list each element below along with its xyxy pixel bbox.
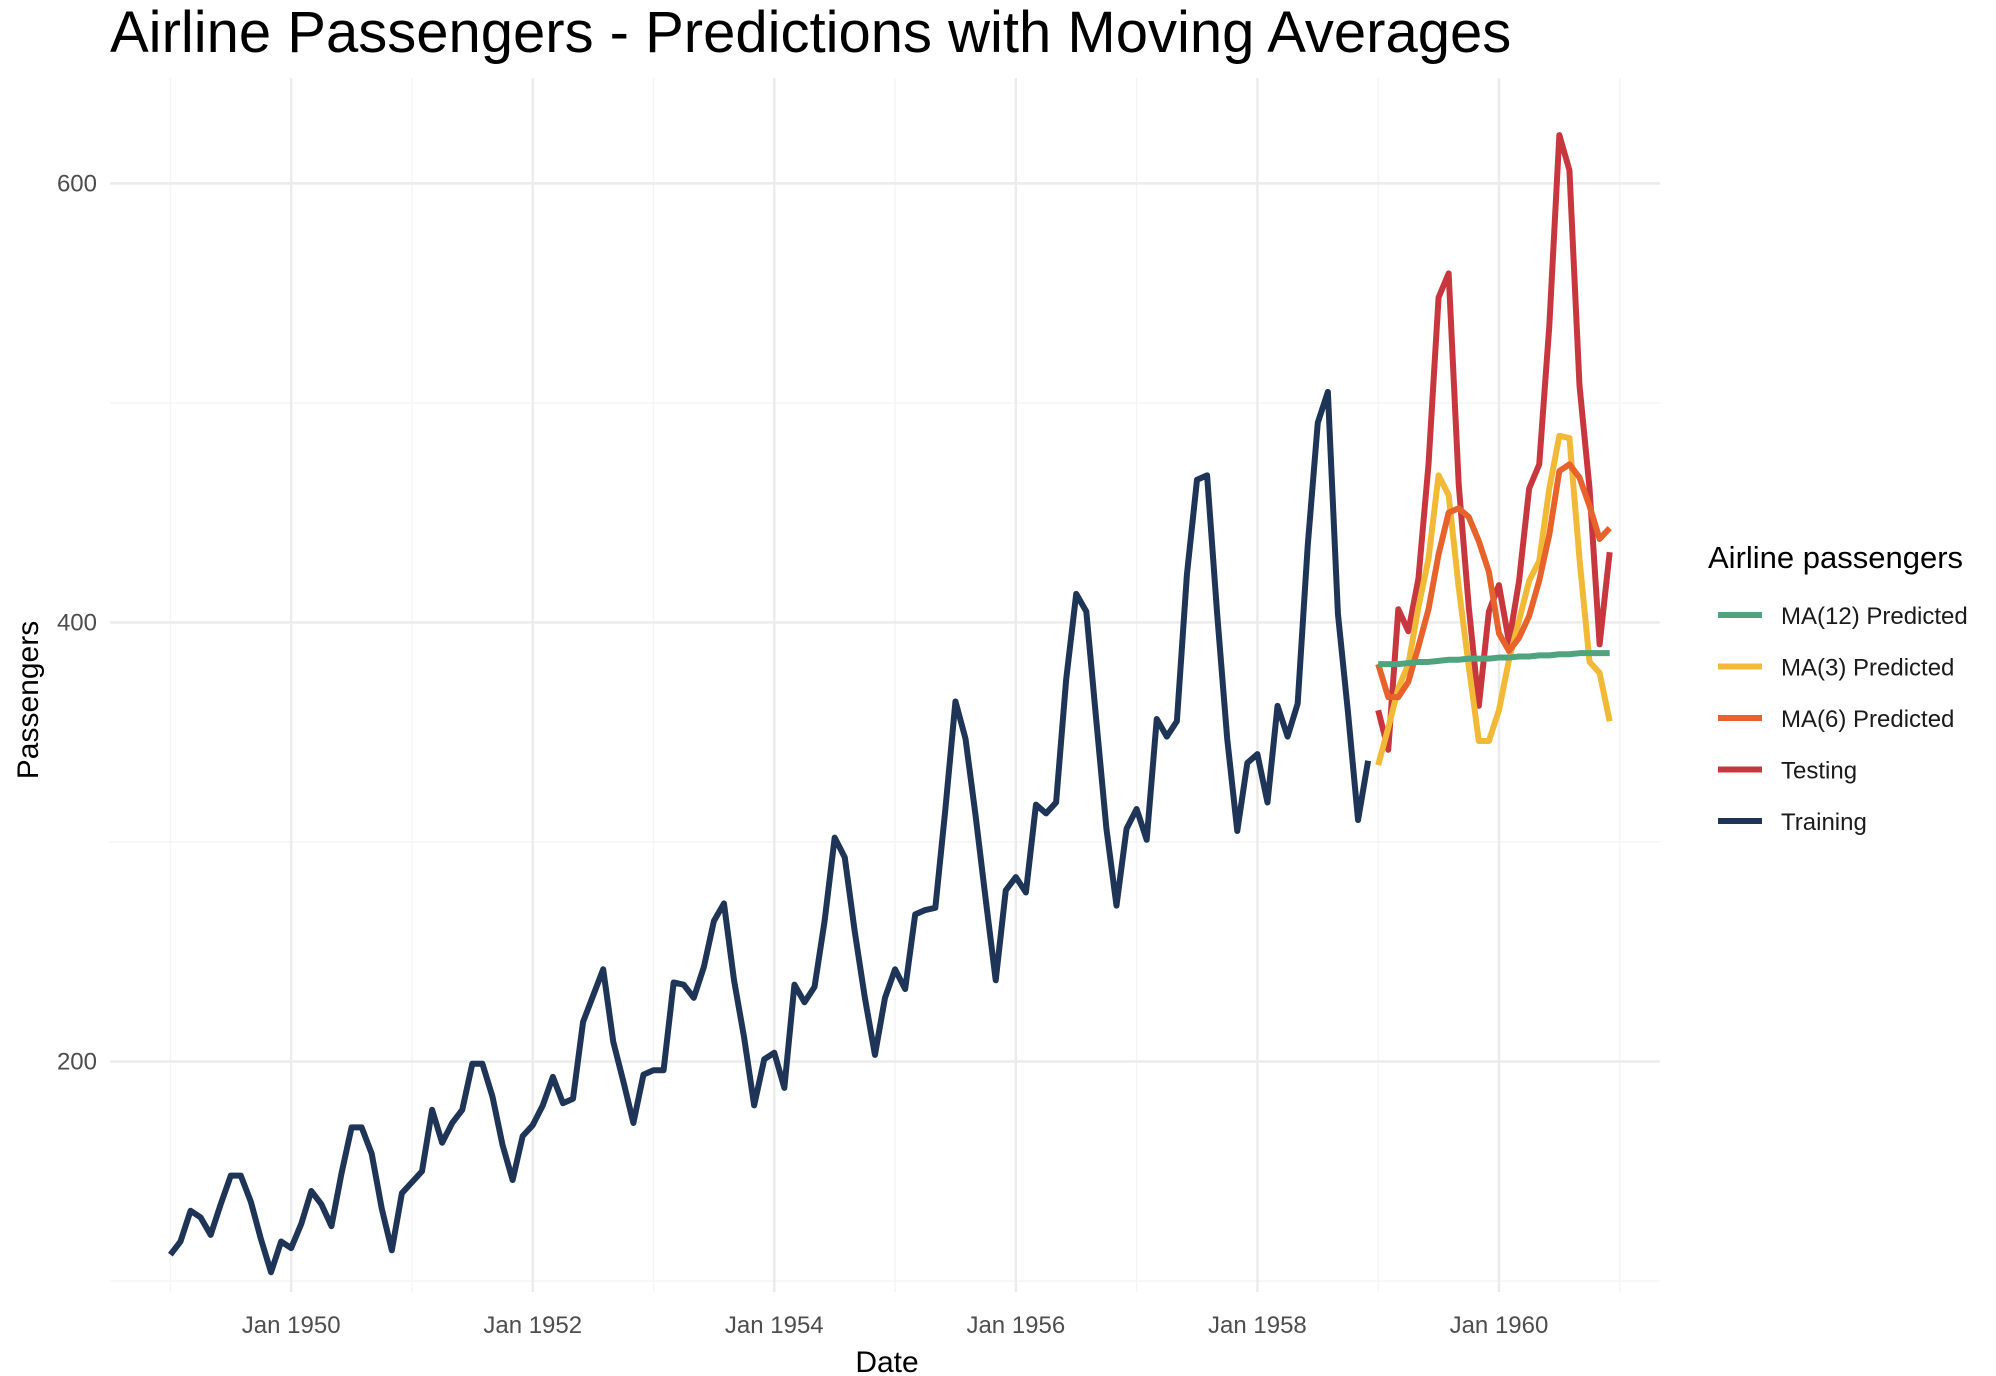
- series-line-ma-3-predicted: [1375, 432, 1613, 766]
- x-axis-ticks: Jan 1950 Jan 1952 Jan 1954 Jan 1956 Jan 1958…: [242, 1312, 1549, 1339]
- series-layer: [168, 132, 1613, 1276]
- series-line-training: [168, 388, 1372, 1276]
- series-line-ma-6-predicted: [1375, 461, 1612, 701]
- x-tick-label: Jan 1960: [1450, 1312, 1549, 1339]
- legend-label-training: Training: [1781, 809, 1867, 836]
- legend-label-ma-6-predicted: MA(6) Predicted: [1781, 706, 1954, 733]
- x-tick-label: Jan 1956: [966, 1312, 1065, 1339]
- y-axis-title: Passengers: [12, 621, 45, 779]
- series-line-ma-12-predicted: [1378, 650, 1610, 668]
- legend-label-ma-12-predicted: MA(12) Predicted: [1781, 603, 1968, 630]
- x-tick-label: Jan 1954: [725, 1312, 824, 1339]
- legend-label-testing: Testing: [1781, 758, 1857, 785]
- x-tick-label: Jan 1952: [483, 1312, 582, 1339]
- legend-label-ma-3-predicted: MA(3) Predicted: [1781, 655, 1954, 682]
- x-axis-title: Date: [855, 1346, 918, 1376]
- x-tick-label: Jan 1950: [242, 1312, 341, 1339]
- y-axis-ticks: 200 400 600: [57, 170, 97, 1075]
- y-tick-label: 400: [57, 609, 97, 636]
- chart-title: Airline Passengers - Predictions with Mo…: [110, 0, 1511, 65]
- grid: [110, 78, 1660, 1292]
- x-tick-label: Jan 1958: [1208, 1312, 1307, 1339]
- y-tick-label: 600: [57, 170, 97, 197]
- legend-title: Airline passengers: [1708, 540, 1963, 575]
- legend: Airline passengers MA(12) Predicted MA(3)…: [1708, 540, 1968, 836]
- y-tick-label: 200: [57, 1048, 97, 1075]
